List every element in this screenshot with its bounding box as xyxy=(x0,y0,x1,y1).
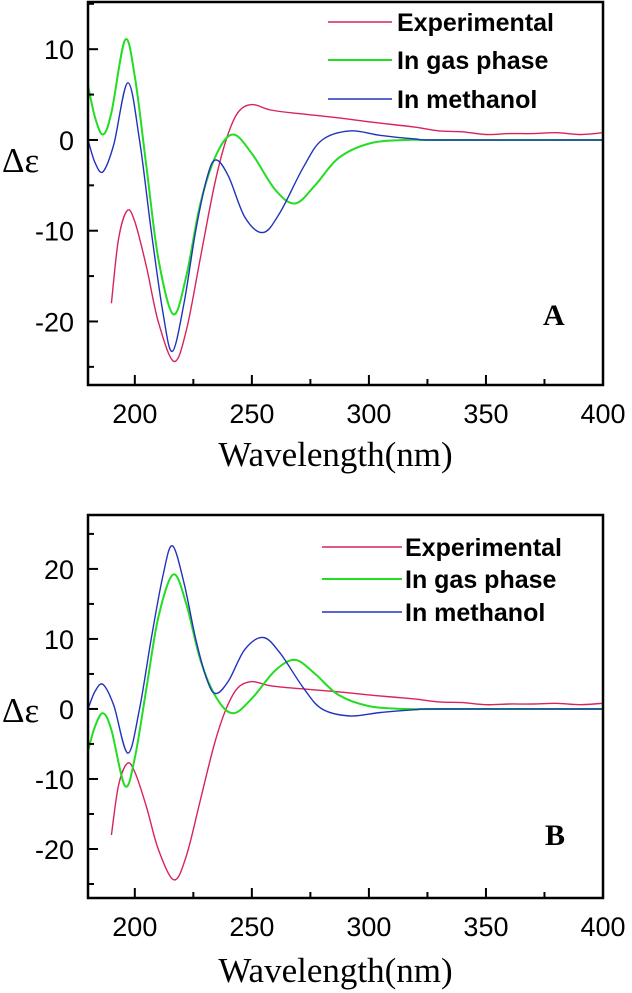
legend-label: In gas phase xyxy=(405,566,557,594)
x-tick-label: 200 xyxy=(112,912,157,942)
series-line-in-gas-phase xyxy=(88,38,603,316)
y-tick-label: -20 xyxy=(35,835,74,865)
x-axis-title: Wavelength(nm) xyxy=(218,435,452,474)
legend-label: In gas phase xyxy=(397,47,549,75)
x-tick-label: 400 xyxy=(580,399,625,429)
y-tick-label: -20 xyxy=(35,307,74,337)
x-axis-title: Wavelength(nm) xyxy=(218,951,452,990)
y-tick-label: -10 xyxy=(35,765,74,795)
series-line-experimental xyxy=(110,103,603,363)
legend-label: In methanol xyxy=(397,86,537,114)
series-line-in-methanol xyxy=(88,82,603,353)
series-line-experimental xyxy=(110,680,603,881)
y-tick-label: 10 xyxy=(44,35,74,65)
chart-panel-b: 200 250 300 350 400 -20 -10 0 10 20 Wavelength(nm)… xyxy=(2,513,626,990)
series-line-in-gas-phase xyxy=(88,573,603,788)
legend: Experimental In gas phase In methanol xyxy=(322,534,562,627)
y-tick-label: -10 xyxy=(35,217,74,247)
legend-label: Experimental xyxy=(405,534,562,562)
x-tick-label: 200 xyxy=(112,399,157,429)
x-tick-label: 250 xyxy=(229,912,274,942)
y-axis-title: Δε xyxy=(2,691,39,730)
y-tick-label: 10 xyxy=(44,625,74,655)
y-tick-label: 0 xyxy=(59,126,74,156)
y-tick-label: 20 xyxy=(44,555,74,585)
x-tick-label: 300 xyxy=(346,912,391,942)
x-tick-label: 250 xyxy=(229,399,274,429)
x-tick-label: 400 xyxy=(580,912,625,942)
y-axis-title: Δε xyxy=(2,141,39,180)
plot-frame xyxy=(86,0,605,387)
legend: Experimental In gas phase In methanol xyxy=(328,9,554,114)
x-tick-label: 350 xyxy=(463,912,508,942)
legend-label: In methanol xyxy=(405,599,545,627)
x-tick-label: 350 xyxy=(463,399,508,429)
legend-label: Experimental xyxy=(397,9,554,37)
series-line-in-methanol xyxy=(88,545,603,754)
y-tick-label: 0 xyxy=(59,695,74,725)
x-tick-label: 300 xyxy=(346,399,391,429)
plot-frame xyxy=(86,513,605,900)
panel-label: A xyxy=(543,299,565,332)
chart-panel-a: 200 250 300 350 400 -20 -10 0 10 Wavelength(nm) Δε… xyxy=(2,0,626,474)
panel-label: B xyxy=(545,819,565,852)
